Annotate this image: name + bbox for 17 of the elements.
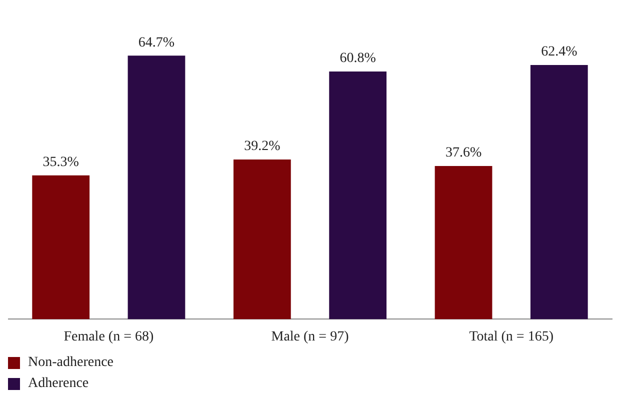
data-label: 37.6% <box>445 146 482 161</box>
legend-label: Non-adherence <box>28 354 114 370</box>
data-label: 60.8% <box>340 51 376 66</box>
bar <box>329 71 387 320</box>
data-label: 62.4% <box>541 44 578 60</box>
bar <box>434 166 492 320</box>
bar <box>530 64 588 320</box>
bar <box>32 175 90 320</box>
x-tick-label: Female (n = 68) <box>64 329 154 344</box>
x-tick-label: Male (n = 97) <box>271 329 350 344</box>
legend-label: Adherence <box>28 376 89 392</box>
data-label: 64.7% <box>138 35 175 50</box>
bar <box>128 56 186 320</box>
data-label: 35.3% <box>42 155 80 170</box>
bar <box>233 159 291 320</box>
data-label: 39.2% <box>244 139 281 154</box>
x-tick-label: Total (n = 165) <box>469 329 554 344</box>
